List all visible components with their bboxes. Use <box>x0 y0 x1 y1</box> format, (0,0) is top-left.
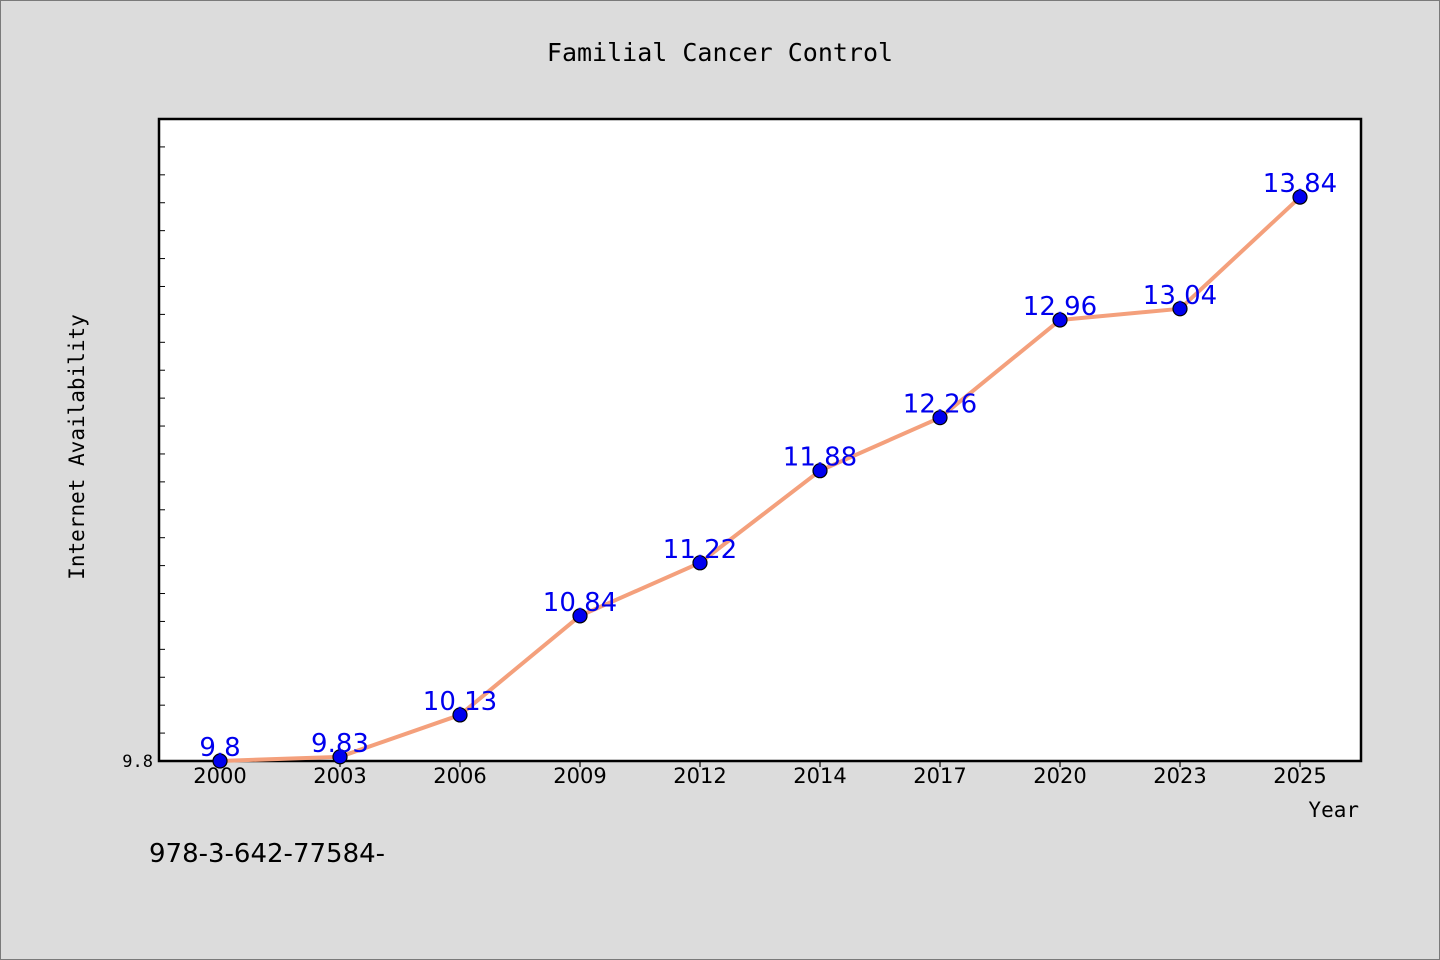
data-label: 11.88 <box>783 443 857 473</box>
x-tick-label: 2020 <box>1033 764 1086 788</box>
footer-text: 978-3-642-77584- <box>149 839 385 869</box>
data-label: 9.83 <box>311 729 369 759</box>
data-point <box>212 753 228 769</box>
data-point <box>332 749 348 765</box>
x-axis-ticks: 2000 2003 2006 2009 2012 2014 2017 2020 2023 2025 <box>193 761 1327 788</box>
data-label: 13.04 <box>1143 281 1217 311</box>
x-tick-label: 2006 <box>433 764 486 788</box>
y-axis-label: Internet Availability <box>65 314 89 580</box>
x-tick-label: 2014 <box>793 764 846 788</box>
data-label: 10.13 <box>423 687 497 717</box>
data-point <box>572 608 588 624</box>
x-tick-label: 2003 <box>313 764 366 788</box>
x-tick-label: 2023 <box>1153 764 1206 788</box>
data-point <box>932 410 948 426</box>
series-line <box>218 195 1302 763</box>
x-tick-label: 2012 <box>673 764 726 788</box>
data-point <box>692 555 708 571</box>
data-label: 12.26 <box>903 390 977 420</box>
x-tick-label: 2025 <box>1273 764 1326 788</box>
x-tick-label: 2017 <box>913 764 966 788</box>
x-tick-label: 2009 <box>553 764 606 788</box>
data-point <box>452 707 468 723</box>
chart-title: Familial Cancer Control <box>547 38 893 67</box>
data-label: 9.8 <box>199 733 240 763</box>
data-label: 13.84 <box>1263 169 1337 199</box>
data-point <box>1172 301 1188 317</box>
data-point <box>1052 312 1068 328</box>
data-point <box>1292 189 1308 205</box>
data-label: 11.22 <box>663 535 737 565</box>
y-axis-ticks: 9.8 <box>122 146 165 772</box>
series-layer: 9.8 9.83 10.13 10.84 11.22 11.88 12.26 12.96 13.… <box>199 169 1337 769</box>
y-tick-label: 9.8 <box>122 752 153 772</box>
plot-area <box>157 117 1363 763</box>
data-point <box>812 463 828 479</box>
data-label: 10.84 <box>543 588 617 618</box>
data-label: 12.96 <box>1023 292 1097 322</box>
x-axis-label: Year <box>1308 798 1359 822</box>
